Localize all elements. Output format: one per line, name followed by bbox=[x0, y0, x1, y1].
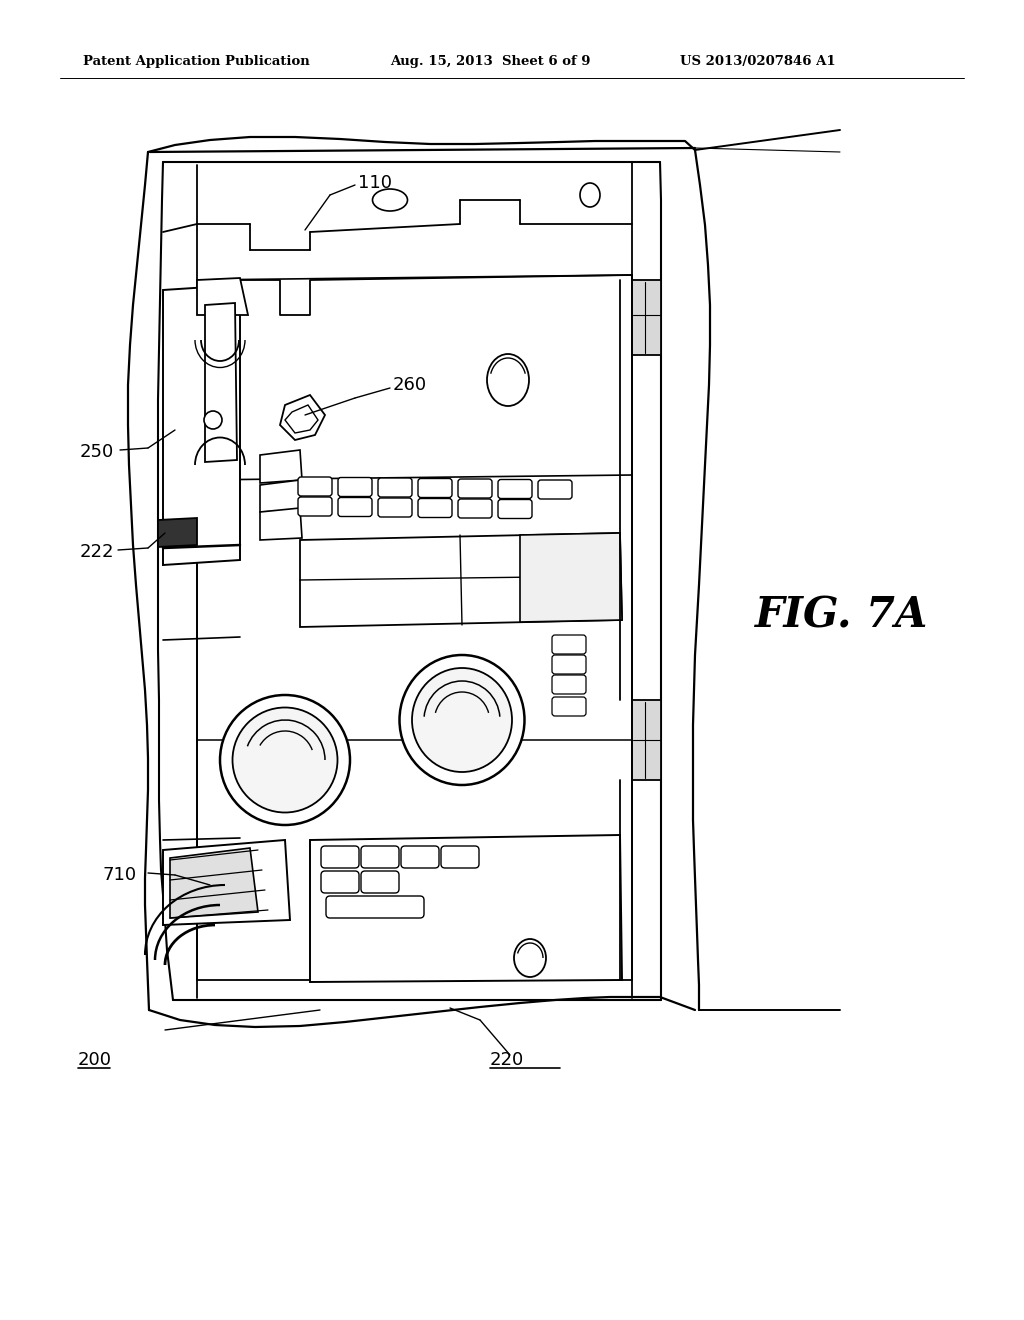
Ellipse shape bbox=[204, 411, 222, 429]
Polygon shape bbox=[632, 280, 662, 355]
FancyBboxPatch shape bbox=[418, 499, 452, 517]
Polygon shape bbox=[260, 450, 302, 483]
FancyBboxPatch shape bbox=[298, 498, 332, 516]
Text: 250: 250 bbox=[80, 444, 115, 461]
Polygon shape bbox=[280, 395, 325, 440]
FancyBboxPatch shape bbox=[552, 697, 586, 715]
Ellipse shape bbox=[399, 655, 524, 785]
FancyBboxPatch shape bbox=[326, 896, 424, 917]
Text: US 2013/0207846 A1: US 2013/0207846 A1 bbox=[680, 55, 836, 69]
FancyBboxPatch shape bbox=[441, 846, 479, 869]
Ellipse shape bbox=[373, 189, 408, 211]
Text: 220: 220 bbox=[490, 1051, 524, 1069]
Text: 260: 260 bbox=[393, 376, 427, 393]
Text: 222: 222 bbox=[80, 543, 115, 561]
Ellipse shape bbox=[580, 183, 600, 207]
Polygon shape bbox=[260, 480, 302, 512]
FancyBboxPatch shape bbox=[498, 479, 532, 499]
FancyBboxPatch shape bbox=[298, 477, 332, 496]
Polygon shape bbox=[197, 279, 248, 315]
Text: FIG. 7A: FIG. 7A bbox=[755, 594, 928, 636]
Polygon shape bbox=[310, 836, 622, 982]
FancyBboxPatch shape bbox=[378, 498, 412, 517]
Text: Patent Application Publication: Patent Application Publication bbox=[83, 55, 309, 69]
FancyBboxPatch shape bbox=[418, 479, 452, 498]
FancyBboxPatch shape bbox=[338, 478, 372, 496]
FancyBboxPatch shape bbox=[321, 871, 359, 894]
Polygon shape bbox=[163, 840, 290, 925]
FancyBboxPatch shape bbox=[498, 499, 532, 519]
FancyBboxPatch shape bbox=[458, 499, 492, 517]
Text: 200: 200 bbox=[78, 1051, 112, 1069]
Polygon shape bbox=[158, 517, 197, 546]
Ellipse shape bbox=[220, 696, 350, 825]
Polygon shape bbox=[632, 700, 662, 780]
Polygon shape bbox=[170, 847, 258, 917]
FancyBboxPatch shape bbox=[458, 479, 492, 498]
Polygon shape bbox=[300, 533, 622, 627]
Text: 710: 710 bbox=[103, 866, 137, 884]
Polygon shape bbox=[260, 508, 302, 540]
Text: 110: 110 bbox=[358, 174, 392, 191]
Text: Aug. 15, 2013  Sheet 6 of 9: Aug. 15, 2013 Sheet 6 of 9 bbox=[390, 55, 591, 69]
Polygon shape bbox=[285, 405, 318, 433]
Ellipse shape bbox=[232, 708, 338, 813]
FancyBboxPatch shape bbox=[361, 871, 399, 894]
FancyBboxPatch shape bbox=[538, 480, 572, 499]
Polygon shape bbox=[520, 533, 622, 622]
FancyBboxPatch shape bbox=[552, 655, 586, 675]
FancyBboxPatch shape bbox=[361, 846, 399, 869]
FancyBboxPatch shape bbox=[401, 846, 439, 869]
Ellipse shape bbox=[487, 354, 529, 407]
Ellipse shape bbox=[514, 939, 546, 977]
FancyBboxPatch shape bbox=[552, 675, 586, 694]
Polygon shape bbox=[205, 304, 237, 462]
FancyBboxPatch shape bbox=[552, 635, 586, 653]
FancyBboxPatch shape bbox=[378, 478, 412, 498]
Ellipse shape bbox=[412, 668, 512, 772]
FancyBboxPatch shape bbox=[338, 498, 372, 516]
Polygon shape bbox=[163, 285, 240, 565]
FancyBboxPatch shape bbox=[321, 846, 359, 869]
